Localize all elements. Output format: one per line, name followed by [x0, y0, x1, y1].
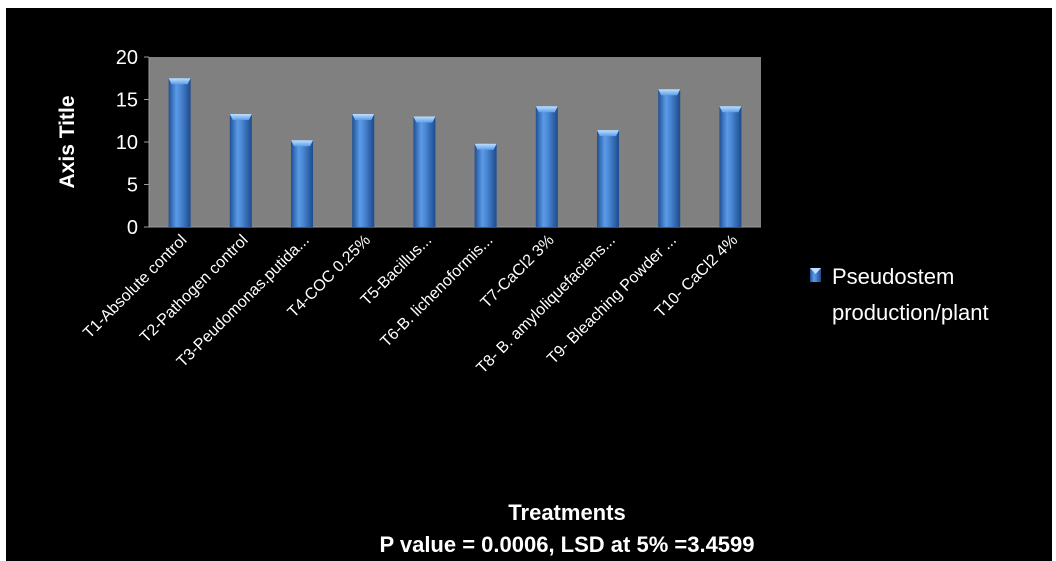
bar-body	[168, 78, 191, 227]
bar-body	[658, 89, 681, 227]
x-category-label: T6-B. lichenoformis...	[378, 232, 497, 351]
bar-body	[474, 143, 497, 227]
legend-swatch	[810, 268, 821, 282]
bar	[168, 78, 191, 227]
bar	[291, 140, 313, 227]
bar	[474, 143, 497, 227]
bar	[658, 89, 681, 227]
bar	[535, 106, 558, 227]
bar-cap	[229, 113, 252, 120]
x-category-label: T9- Bleaching Powder ...	[544, 232, 680, 368]
bar	[413, 116, 436, 227]
legend: Pseudostem production/plant	[810, 264, 989, 325]
legend-label-line-1: Pseudostem	[832, 264, 954, 289]
bar-cap	[413, 116, 436, 123]
bar-cap	[352, 113, 375, 120]
bar-cap	[597, 130, 619, 137]
chart-area: 0 5 10 15 20 T1-Absolute control T2-Pathogen …	[6, 8, 1052, 561]
bar-body	[229, 113, 252, 227]
bar-cap	[168, 78, 191, 85]
y-tick-label: 10	[116, 132, 138, 154]
y-axis-ticks: 0 5 10 15 20	[116, 47, 149, 239]
y-tick-label: 20	[116, 47, 138, 69]
bar-body	[597, 130, 619, 227]
bar	[597, 130, 619, 227]
bar-cap	[291, 140, 313, 147]
bar-body	[535, 106, 558, 227]
bar-chart: 0 5 10 15 20 T1-Absolute controlT2-Pathogen …	[56, 47, 989, 557]
x-category-label: T1-Absolute control	[80, 232, 190, 342]
y-tick-label: 15	[116, 90, 138, 112]
bars	[168, 78, 742, 227]
y-tick-label: 0	[127, 217, 138, 239]
bar	[719, 106, 742, 227]
x-category-label: T2-Pathogen control	[137, 232, 252, 347]
bar-body	[352, 113, 375, 227]
y-axis-title: Axis Title	[56, 96, 79, 189]
bar-cap	[474, 143, 497, 150]
bar-body	[291, 140, 313, 227]
bar-cap	[658, 89, 681, 96]
legend-label-line-2: production/plant	[832, 300, 989, 325]
bar-cap	[719, 106, 742, 113]
bar-body	[719, 106, 742, 227]
bar	[352, 113, 375, 227]
bar-body	[413, 116, 436, 227]
bar	[229, 113, 252, 227]
y-tick-label: 5	[127, 175, 138, 197]
bar-cap	[535, 106, 558, 113]
footnote: P value = 0.0006, LSD at 5% =3.4599	[379, 532, 754, 557]
x-axis-title: Treatments	[508, 500, 625, 525]
